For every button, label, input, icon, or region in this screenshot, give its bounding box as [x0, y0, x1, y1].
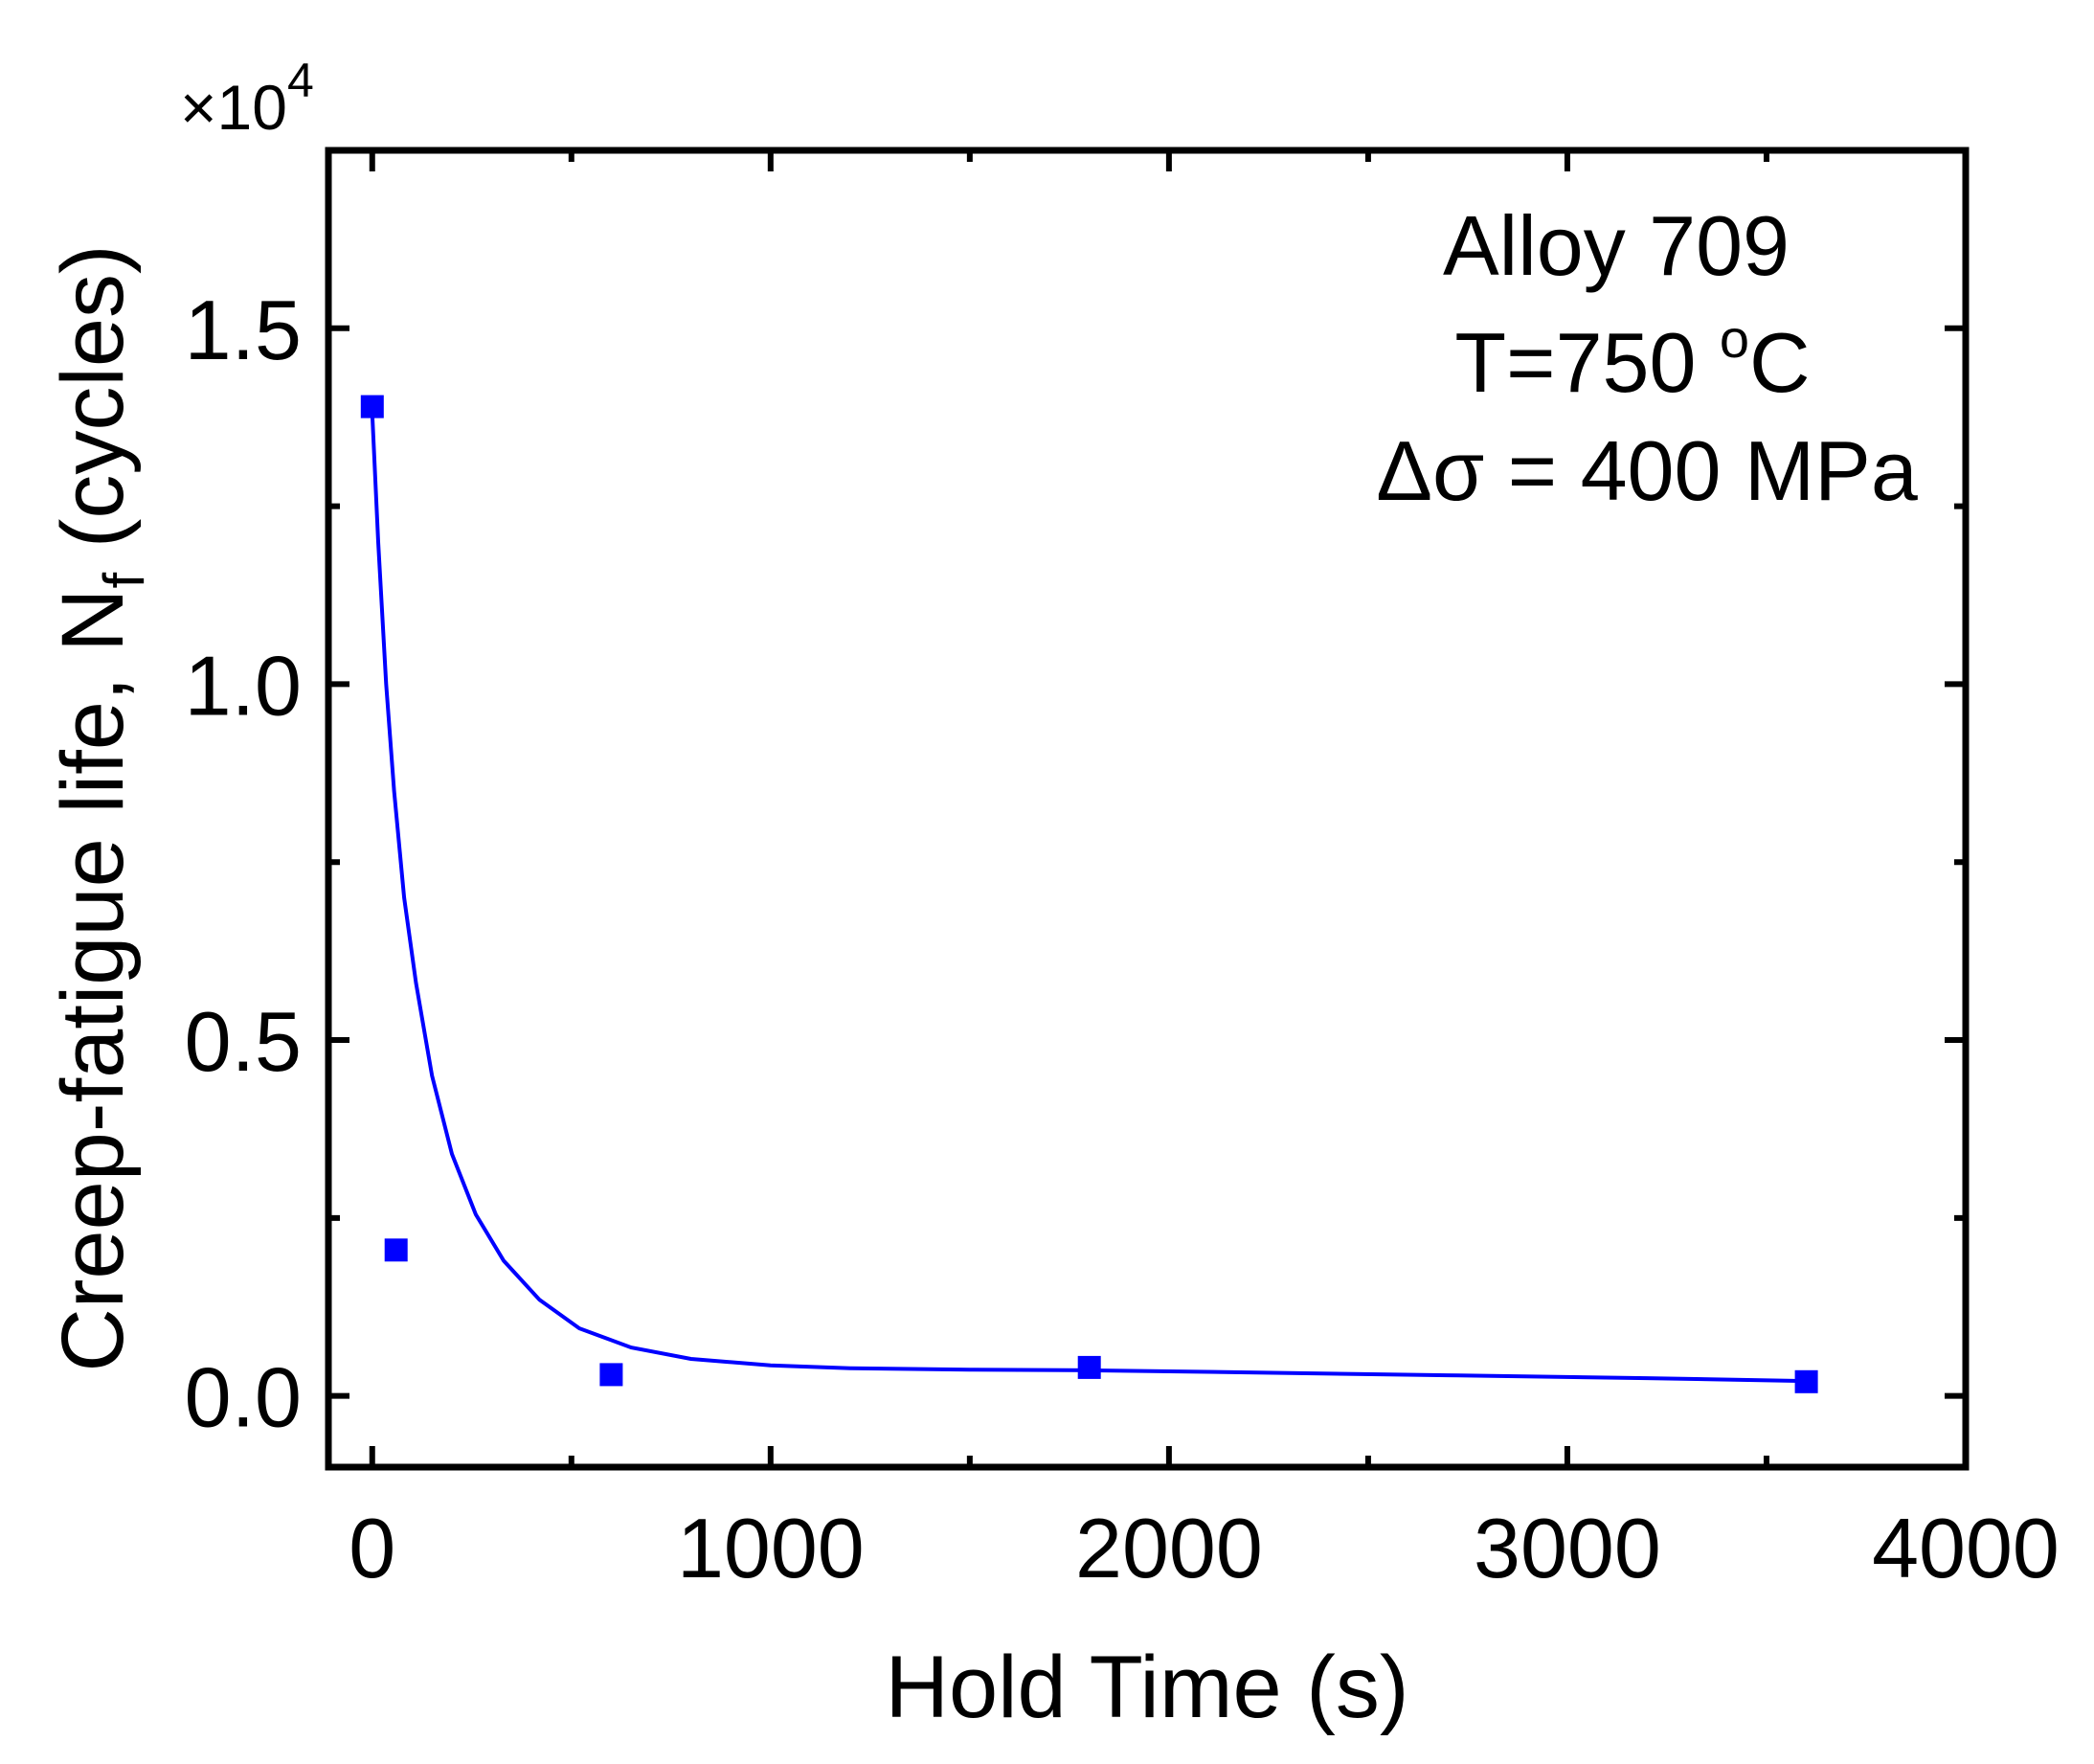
- y-multiplier: ×104: [180, 54, 314, 143]
- y-tick-label-1: 1.0: [185, 638, 302, 733]
- x-tick-label-3000: 3000: [1474, 1501, 1661, 1595]
- data-point-0-1: [384, 1238, 408, 1262]
- x-tick-label-4000: 4000: [1872, 1501, 2060, 1595]
- x-tick-label-2000: 2000: [1075, 1501, 1263, 1595]
- data-point-0-3: [1077, 1355, 1101, 1379]
- y-axis-title: Creep-fatigue life, Nf (cycles): [44, 244, 156, 1371]
- y-multiplier-exponent: 4: [287, 54, 314, 107]
- x-tick-label-0: 0: [349, 1501, 395, 1595]
- y-tick-label-0: 0.0: [185, 1350, 302, 1445]
- plot-layer: [360, 395, 1818, 1393]
- fit-curve: [370, 413, 1807, 1384]
- x-tick-label-1000: 1000: [677, 1501, 865, 1595]
- y-tick-label-0.5: 0.5: [185, 994, 302, 1089]
- data-point-0-2: [599, 1363, 623, 1387]
- ticks-layer: 0 1000 2000 3000 4000 0.0 0.5 1.0 1.5: [185, 147, 2060, 1595]
- x-axis-title: Hold Time (s): [886, 1639, 1409, 1736]
- annotation-temperature: T=750 oC: [1454, 308, 1810, 410]
- annotation-alloy: Alloy 709: [1443, 198, 1790, 293]
- data-point-0-0: [360, 395, 384, 418]
- plot-frame: [325, 147, 1970, 1471]
- annotation-degree-sup: o: [1720, 308, 1749, 369]
- annotation-stress: Δσ = 400 MPa: [1376, 423, 1918, 518]
- data-point-0-4: [1794, 1369, 1818, 1393]
- y-tick-label-1.5: 1.5: [185, 283, 302, 377]
- y-axis-title-subscript: f: [92, 572, 156, 588]
